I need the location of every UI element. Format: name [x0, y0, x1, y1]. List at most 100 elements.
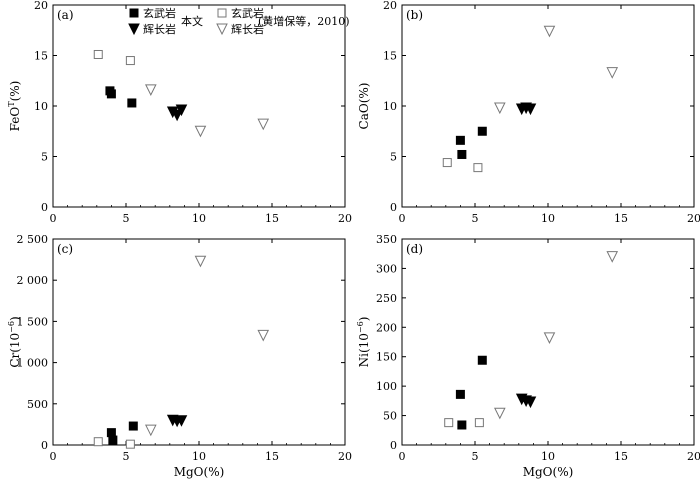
y-axis-title: Ni(10−6) [356, 317, 371, 368]
y-tick-label: 250 [376, 292, 397, 305]
legend-label-basalt-ref: 玄武岩 [231, 6, 264, 20]
x-tick-label: 0 [50, 450, 57, 463]
y-tick-label: 10 [34, 100, 48, 113]
panel-letter: (b) [406, 8, 423, 22]
data-point [606, 251, 619, 263]
legend-label-gabbro: 辉长岩 [143, 22, 176, 36]
x-tick-label: 5 [472, 212, 479, 225]
y-tick-label: 20 [383, 0, 397, 12]
x-tick-label: 15 [265, 450, 279, 463]
y-tick-label: 1 500 [17, 315, 49, 328]
data-point [457, 420, 467, 430]
chart-panel-3: 0 5 10 15 20 0 500 1 000 1 500 2 000 2 500 (c) MgO(%… [7, 233, 352, 479]
y-tick-label: 15 [34, 50, 48, 63]
y-tick-label: 5 [390, 151, 397, 164]
panel-letter: (d) [406, 242, 423, 256]
x-tick-label: 5 [123, 450, 130, 463]
x-axis-title: MgO(%) [174, 465, 225, 479]
data-point [194, 125, 207, 138]
y-tick-label: 2 000 [17, 274, 49, 287]
data-point [494, 102, 506, 115]
legend-marker-gabbro-reference [216, 23, 228, 36]
y-tick-label: 15 [383, 50, 397, 63]
y-tick-label: 1 000 [17, 357, 49, 370]
y-tick-label: 50 [383, 410, 397, 423]
y-tick-label: 100 [376, 380, 397, 393]
panel-letter: (c) [57, 242, 73, 256]
data-point [194, 255, 207, 268]
data-point [106, 428, 116, 438]
plot-frame [401, 4, 695, 208]
data-point [106, 89, 116, 99]
chart-panel-4: 0 5 10 15 20050100150200250300350(d)MgO(%)Ni… [356, 233, 700, 479]
data-point [175, 415, 188, 427]
chart-panel-2: 0 5 10 15 20 0 5 10 15 20 (b) CaO(%) [357, 0, 700, 225]
x-tick-label: 10 [192, 450, 206, 463]
data-point [128, 421, 138, 431]
plot-frame [401, 238, 695, 446]
y-tick-label: 0 [41, 439, 48, 452]
data-point [257, 118, 270, 131]
data-point [543, 332, 556, 344]
x-tick-label: 10 [192, 212, 206, 225]
x-tick-label: 20 [338, 212, 352, 225]
data-point [145, 84, 157, 96]
x-tick-label: 10 [541, 212, 555, 225]
data-point [477, 355, 487, 365]
plot-frame [52, 238, 346, 446]
x-tick-label: 10 [541, 450, 555, 463]
x-axis-title: MgO(%) [523, 465, 574, 479]
y-tick-label: 200 [376, 321, 397, 334]
data-point [125, 439, 135, 449]
data-point [455, 389, 465, 399]
data-point [524, 396, 537, 409]
data-point [442, 158, 452, 168]
data-point [127, 98, 137, 108]
data-point [457, 149, 467, 159]
x-tick-label: 15 [614, 450, 628, 463]
data-point [93, 49, 103, 59]
y-axis-title: CaO(%) [357, 83, 371, 130]
y-tick-label: 5 [41, 151, 48, 164]
y-tick-label: 20 [34, 0, 48, 12]
legend-label-reference: (黄增保等，2010) [258, 14, 350, 28]
data-point [257, 329, 270, 342]
legend-marker-basalt-reference [217, 8, 227, 18]
x-tick-label: 20 [338, 450, 352, 463]
x-tick-label: 0 [399, 450, 406, 463]
y-tick-label: 500 [27, 398, 48, 411]
x-tick-label: 0 [50, 212, 57, 225]
data-point [494, 407, 506, 420]
y-tick-label: 300 [376, 262, 397, 275]
y-tick-label: 2 500 [17, 233, 49, 246]
y-tick-label: 150 [376, 351, 397, 364]
legend-marker-gabbro-this-study [128, 23, 140, 36]
data-point [543, 25, 556, 38]
y-axis-title: FeOT(%) [7, 81, 22, 132]
y-tick-label: 0 [390, 201, 397, 214]
legend-label-basalt: 玄武岩 [143, 6, 176, 20]
data-point [93, 437, 103, 447]
x-tick-label: 20 [687, 450, 700, 463]
x-tick-label: 15 [614, 212, 628, 225]
data-point [477, 126, 487, 136]
x-tick-label: 5 [123, 212, 130, 225]
data-point [474, 418, 484, 428]
y-tick-label: 10 [383, 100, 397, 113]
x-tick-label: 5 [472, 450, 479, 463]
y-tick-label: 350 [376, 233, 397, 246]
legend-marker-basalt-this-study [129, 8, 139, 18]
y-axis-title: Cr(10−6) [7, 316, 22, 367]
chart-panel-1: 0 5 10 15 20 0 5 10 15 20 (a) FeOT(%) [7, 0, 352, 225]
data-point [455, 135, 465, 145]
data-point [606, 67, 619, 79]
x-tick-label: 15 [265, 212, 279, 225]
data-point [125, 56, 135, 66]
legend-label-this-study: 本文 [181, 14, 203, 28]
plot-frame [52, 4, 346, 208]
y-tick-label: 0 [41, 201, 48, 214]
x-tick-label: 20 [687, 212, 700, 225]
data-point [473, 163, 483, 173]
data-point [175, 104, 188, 117]
panel-letter: (a) [57, 8, 74, 22]
